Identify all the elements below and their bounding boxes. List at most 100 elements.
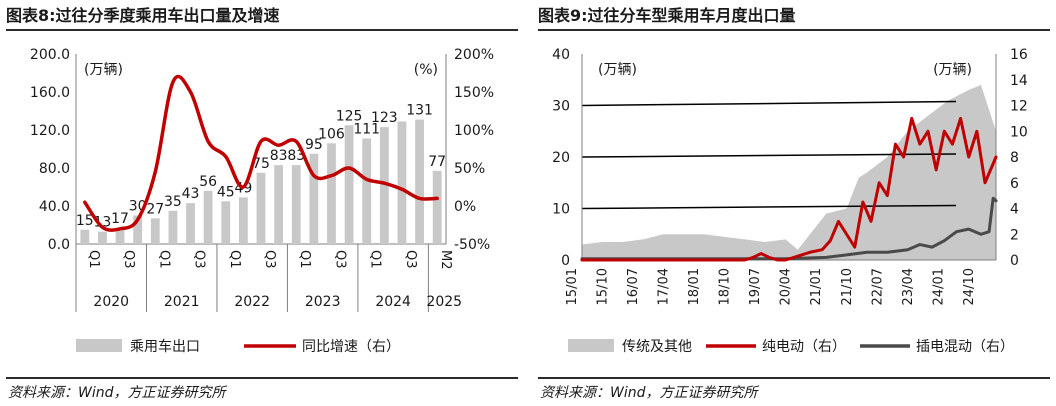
x-month-label: 19/07: [748, 268, 763, 305]
y-right-tick-label: 50%: [454, 161, 485, 177]
export-bar-value-label: 111: [353, 122, 380, 138]
x-month-label: 20/04: [779, 268, 794, 305]
x-quarter-label: Q3: [262, 250, 277, 269]
export-bar: [98, 231, 107, 244]
y-left-tick-label: 80.0: [39, 161, 70, 177]
left-unit-label: (万辆): [84, 62, 123, 78]
legend-label-export: 乘用车出口: [130, 338, 200, 355]
export-bar: [133, 215, 143, 244]
x-quarter-label: Q3: [192, 250, 207, 269]
x-month-label: 24/10: [962, 268, 977, 305]
export-bar-value-label: 15: [76, 213, 94, 229]
x-quarter-label: Q1: [227, 250, 242, 269]
export-bar-value-label: 45: [217, 184, 235, 200]
reference-hline: [581, 204, 957, 210]
export-bar-value-label: 123: [371, 110, 398, 126]
x-quarter-label: Q3: [403, 250, 418, 269]
export-bar-value-label: 95: [305, 137, 323, 153]
x-month-label: 24/01: [931, 268, 946, 305]
left-chart-panel: 图表8:过往分季度乘用车出口量及增速 0.0 40.0 80.0 120.0 160.0…: [6, 0, 518, 406]
y-left-tick-label: 10: [552, 202, 570, 218]
x-quarter-label: Q1: [297, 250, 312, 269]
x-year-label: 2023: [305, 294, 341, 310]
x-month-label: 15/01: [565, 268, 580, 305]
export-bar: [256, 172, 266, 244]
export-bar-value-label: 13: [94, 215, 112, 231]
legend-label-phev: 插电混动（右）: [916, 339, 1014, 355]
export-bar: [186, 203, 195, 244]
legend-swatch-area: [568, 339, 614, 352]
right-chart-svg: 0 10 20 30 40 0 2 4 6 8 10 12 14 16 (万辆) (万辆) 15/01 15/10…: [552, 47, 1028, 355]
x-year-label: 2020: [93, 294, 129, 310]
x-month-label: 21/10: [840, 268, 855, 305]
y-left-tick-label: 0.0: [48, 237, 70, 253]
export-bar: [274, 165, 284, 244]
right-unit-label: (万辆): [933, 62, 972, 78]
export-bar-value-label: 106: [318, 126, 345, 142]
export-bar: [432, 170, 442, 244]
x-month-label: 15/10: [596, 268, 611, 305]
y-left-tick-label: 200.0: [30, 47, 70, 63]
right-title-rule: [538, 29, 1050, 31]
right-chart-source: 资料来源：Wind，方正证券研究所: [540, 385, 758, 401]
x-quarter-label: Q1: [156, 250, 171, 269]
export-bar: [327, 143, 336, 244]
left-chart-svg: 0.0 40.0 80.0 120.0 160.0 200.0 -50% 0% 50% 100% 1…: [30, 47, 494, 355]
x-year-label: 2021: [164, 294, 200, 310]
export-bar-value-label: 56: [199, 174, 217, 190]
bev-line: [580, 116, 998, 262]
x-year-label: 2022: [234, 294, 270, 310]
phev-line: [580, 196, 998, 261]
left-chart-title: 图表8:过往分季度乘用车出口量及增速: [6, 6, 280, 25]
right-chart-panel: 图表9:过往分车型乘用车月度出口量 0 10 20 30 40 0 2 4 6 8 10 12 14 16…: [538, 0, 1050, 406]
export-bar: [379, 127, 389, 244]
export-bar: [221, 201, 231, 244]
left-unit-label: (万辆): [598, 62, 637, 78]
export-bar: [415, 119, 424, 244]
y-right-tick-label: 0: [1010, 253, 1019, 269]
y-right-tick-label: 0%: [454, 199, 476, 215]
export-bar-value-label: 75: [252, 156, 270, 172]
y-left-tick-label: 40: [552, 47, 570, 63]
y-right-tick-label: 8: [1010, 150, 1019, 166]
legend-swatch-bar: [76, 339, 122, 352]
x-year-label: 2025: [426, 294, 462, 310]
x-year-label: 2024: [375, 294, 411, 310]
export-bar: [80, 229, 90, 244]
export-bar-value-label: 77: [428, 154, 446, 170]
y-right-tick-label: 4: [1010, 202, 1019, 218]
export-bar-value-label: 83: [270, 148, 288, 164]
export-bar: [309, 153, 319, 244]
x-quarter-label: Q1: [86, 250, 101, 269]
export-bar: [291, 165, 301, 244]
y-left-tick-label: 160.0: [30, 85, 70, 101]
export-bar: [344, 125, 354, 244]
right-unit-label: (%): [414, 62, 438, 78]
reference-hline: [581, 100, 957, 107]
legend-label-growth: 同比增速（右）: [302, 339, 400, 355]
y-right-tick-label: 150%: [454, 85, 494, 101]
right-chart-title: 图表9:过往分车型乘用车月度出口量: [538, 6, 796, 25]
y-left-tick-label: 20: [552, 150, 570, 166]
export-bar: [203, 190, 213, 244]
export-bar-value-label: 35: [164, 194, 182, 210]
conventional-area: [582, 84, 996, 261]
export-bar-value-label: 17: [111, 211, 129, 227]
x-quarter-label: Q3: [332, 250, 347, 269]
y-right-tick-label: 2: [1010, 227, 1019, 243]
x-month-label: 18/01: [687, 268, 702, 305]
x-quarter-label: M2: [438, 250, 453, 270]
export-bar: [362, 138, 372, 244]
x-quarter-label: Q3: [121, 250, 136, 269]
y-right-tick-label: 16: [1010, 47, 1028, 63]
export-bar: [238, 197, 248, 244]
export-bar: [168, 210, 178, 244]
right-source-rule: [538, 377, 1050, 379]
x-month-label: 23/04: [901, 268, 916, 305]
export-bar-value-label: 27: [146, 201, 164, 217]
export-bar: [397, 121, 407, 244]
y-left-tick-label: 30: [552, 99, 570, 115]
legend-label-bev: 纯电动（右）: [762, 339, 846, 355]
export-bar-value-label: 43: [182, 186, 200, 202]
y-right-tick-label: 200%: [454, 47, 494, 63]
